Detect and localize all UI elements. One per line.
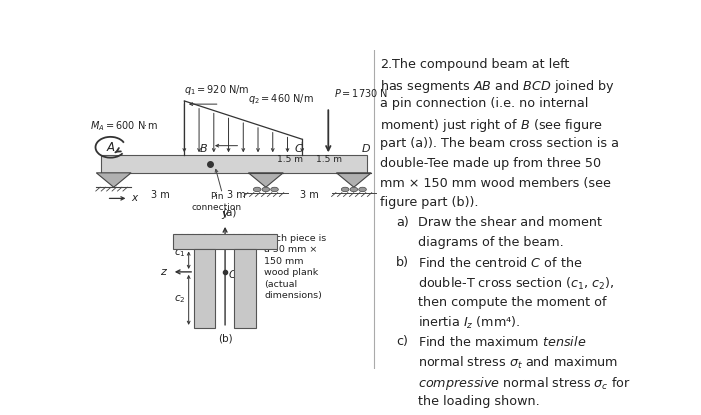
Polygon shape [248,173,283,187]
Text: diagrams of the beam.: diagrams of the beam. [418,236,564,249]
Text: A: A [107,141,114,154]
Text: 2.: 2. [380,58,392,71]
Polygon shape [96,173,131,187]
Text: (a): (a) [222,208,236,218]
Text: C: C [294,144,302,154]
Text: $P = 1730$ N: $P = 1730$ N [334,87,388,99]
Text: $C$: $C$ [228,268,237,280]
Text: has segments $AB$ and $BCD$ joined by: has segments $AB$ and $BCD$ joined by [380,78,614,95]
Text: Draw the shear and moment: Draw the shear and moment [418,216,602,229]
Bar [173,234,277,249]
Circle shape [253,187,261,192]
Text: c): c) [396,335,408,348]
Text: normal stress $\sigma_t$ and maximum: normal stress $\sigma_t$ and maximum [418,355,618,371]
Text: moment) just right of $B$ (see figure: moment) just right of $B$ (see figure [380,117,603,134]
Text: 3 m: 3 m [300,190,319,200]
Text: a pin connection (i.e. no internal: a pin connection (i.e. no internal [380,98,588,110]
Text: $c_1$: $c_1$ [174,247,186,259]
Text: $M_A = 600$ N·m: $M_A = 600$ N·m [90,120,158,133]
Text: $compressive$ normal stress $\sigma_c$ for: $compressive$ normal stress $\sigma_c$ f… [418,375,631,392]
Text: Each piece is
a 50 mm ×
150 mm
wood plank
(actual
dimensions): Each piece is a 50 mm × 150 mm wood plan… [264,234,327,300]
Text: Find the centroid $C$ of the: Find the centroid $C$ of the [418,256,583,270]
Text: b): b) [396,256,409,269]
Text: The compound beam at left: The compound beam at left [392,58,569,71]
Text: the loading shown.: the loading shown. [418,395,540,408]
Text: $z$: $z$ [161,267,168,277]
Circle shape [341,187,349,192]
Text: a): a) [396,216,409,229]
Text: mm × 150 mm wood members (see: mm × 150 mm wood members (see [380,177,611,190]
Circle shape [262,187,270,192]
Text: $x$: $x$ [131,193,139,203]
Text: 1.5 m: 1.5 m [278,154,304,164]
Text: $q_2 = 460$ N/m: $q_2 = 460$ N/m [248,92,313,106]
Circle shape [359,187,367,192]
Text: 3 m: 3 m [226,190,245,200]
Text: Pin
connection: Pin connection [192,192,242,212]
Bar [194,249,215,328]
Bar [234,249,256,328]
Text: B: B [200,144,207,154]
Circle shape [271,187,278,192]
Polygon shape [336,173,372,187]
Text: D: D [362,144,371,154]
Circle shape [350,187,358,192]
Text: part (a)). The beam cross section is a: part (a)). The beam cross section is a [380,137,619,150]
Text: 3 m: 3 m [151,190,169,200]
Text: $y$: $y$ [221,210,229,221]
Text: $q_1 = 920$ N/m: $q_1 = 920$ N/m [184,83,250,97]
Text: figure part (b)).: figure part (b)). [380,196,478,210]
Text: double-Tee made up from three 50: double-Tee made up from three 50 [380,157,601,170]
Text: $c_2$: $c_2$ [175,293,186,305]
Text: inertia $I_z$ (mm⁴).: inertia $I_z$ (mm⁴). [418,315,521,332]
Text: Find the maximum $tensile$: Find the maximum $tensile$ [418,335,586,349]
Text: double-T cross section ($c_1$, $c_2$),: double-T cross section ($c_1$, $c_2$), [418,276,614,292]
Text: 1.5 m: 1.5 m [316,154,342,164]
Text: (b): (b) [218,334,233,344]
Bar [101,155,367,173]
Text: then compute the moment of: then compute the moment of [418,295,606,308]
